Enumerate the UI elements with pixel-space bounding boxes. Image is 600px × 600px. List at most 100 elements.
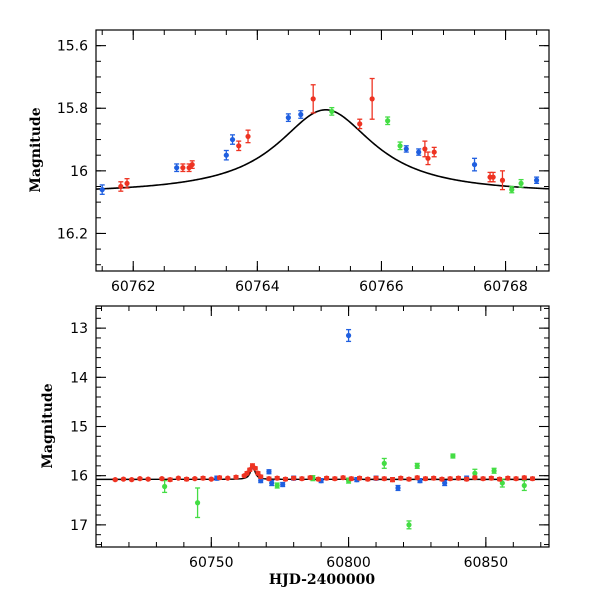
bottom-marker bbox=[395, 485, 401, 491]
bottom-data-point bbox=[258, 474, 264, 480]
bottom-data-point bbox=[464, 476, 470, 482]
top-data-point bbox=[422, 140, 428, 158]
bottom-x-tick-label: 60850 bbox=[464, 555, 509, 571]
bottom-data-point bbox=[194, 487, 201, 519]
bottom-marker bbox=[496, 476, 503, 482]
bottom-marker bbox=[252, 465, 258, 471]
top-marker bbox=[369, 96, 375, 102]
bottom-data-point bbox=[307, 475, 313, 481]
top-data-point bbox=[223, 149, 229, 161]
bottom-marker bbox=[381, 460, 387, 466]
bottom-marker bbox=[282, 476, 289, 482]
bottom-data-point bbox=[208, 476, 214, 482]
bottom-data-point bbox=[200, 475, 206, 481]
top-x-tick-label: 60768 bbox=[483, 279, 528, 295]
bottom-data-point bbox=[381, 457, 387, 469]
bottom-data-point bbox=[299, 476, 305, 482]
top-marker bbox=[509, 187, 515, 193]
top-panel-model-curve bbox=[96, 109, 549, 190]
bottom-y-tick-label: 17 bbox=[70, 518, 88, 534]
bottom-y-tick-label: 13 bbox=[70, 321, 88, 337]
top-data-point bbox=[425, 151, 431, 166]
bottom-marker bbox=[450, 453, 456, 459]
top-data-point bbox=[403, 145, 409, 153]
top-marker bbox=[403, 146, 409, 152]
bottom-marker bbox=[269, 480, 275, 486]
bottom-data-point bbox=[274, 475, 280, 481]
top-data-point bbox=[509, 185, 515, 194]
bottom-marker bbox=[406, 476, 412, 482]
bottom-marker bbox=[175, 475, 181, 481]
bottom-marker bbox=[521, 475, 527, 481]
bottom-data-point bbox=[269, 479, 275, 487]
bottom-data-point bbox=[315, 476, 321, 482]
bottom-data-point bbox=[450, 453, 456, 459]
top-data-point bbox=[245, 129, 251, 144]
top-marker bbox=[236, 143, 242, 149]
top-marker bbox=[174, 165, 180, 171]
bottom-data-point bbox=[513, 476, 519, 482]
top-marker bbox=[422, 146, 428, 152]
bottom-marker bbox=[324, 475, 330, 481]
bottom-data-point bbox=[324, 475, 330, 481]
bottom-data-point bbox=[422, 476, 429, 482]
bottom-marker bbox=[137, 476, 143, 482]
top-x-tick-label: 60766 bbox=[359, 279, 404, 295]
top-data-point bbox=[471, 157, 478, 172]
bottom-data-point bbox=[455, 475, 461, 481]
top-data-point bbox=[124, 178, 130, 189]
top-data-point bbox=[310, 84, 316, 114]
top-marker bbox=[285, 115, 291, 121]
top-data-point bbox=[385, 116, 391, 126]
bottom-panel-y-axis-title: Magnitude bbox=[40, 383, 56, 468]
top-data-point bbox=[499, 170, 506, 191]
bottom-data-point bbox=[356, 475, 363, 481]
bottom-y-tick-label: 14 bbox=[70, 370, 88, 386]
bottom-data-point bbox=[389, 477, 396, 483]
top-marker bbox=[245, 133, 251, 140]
top-data-point bbox=[533, 176, 540, 185]
bottom-data-point bbox=[505, 475, 511, 481]
top-marker bbox=[189, 161, 195, 168]
top-panel-x-tick-labels: 60762 60764 60766 60768 bbox=[111, 279, 528, 295]
bottom-marker bbox=[491, 468, 497, 474]
bottom-marker bbox=[247, 467, 253, 473]
bottom-panel-x-tick-labels: 60750 60800 60850 bbox=[189, 555, 508, 571]
bottom-data-point bbox=[480, 476, 486, 482]
top-panel-y-tick-labels: 15.6 15.8 16 16.2 bbox=[57, 39, 88, 243]
top-data-point bbox=[369, 77, 375, 120]
bottom-marker bbox=[162, 483, 168, 490]
bottom-data-point bbox=[373, 475, 379, 481]
bottom-data-point bbox=[414, 475, 420, 481]
bottom-marker bbox=[192, 476, 198, 482]
bottom-data-point bbox=[488, 475, 494, 481]
top-data-point bbox=[518, 178, 524, 188]
bottom-marker bbox=[216, 475, 223, 481]
top-y-tick-label: 16.2 bbox=[57, 226, 88, 242]
bottom-marker bbox=[200, 475, 206, 481]
bottom-data-point bbox=[233, 474, 239, 480]
bottom-marker bbox=[340, 475, 346, 481]
bottom-data-point bbox=[291, 475, 297, 481]
bottom-marker bbox=[225, 475, 231, 481]
top-data-point bbox=[236, 140, 242, 152]
top-marker bbox=[385, 118, 391, 124]
bottom-marker bbox=[439, 476, 445, 482]
bottom-marker bbox=[455, 475, 461, 481]
bottom-marker bbox=[112, 477, 118, 483]
top-y-tick-label: 15.6 bbox=[57, 39, 88, 55]
bottom-marker bbox=[381, 476, 387, 482]
bottom-marker bbox=[274, 475, 280, 481]
bottom-panel-plot-area bbox=[96, 328, 549, 530]
bottom-data-point bbox=[472, 475, 478, 481]
top-marker bbox=[397, 143, 403, 149]
top-data-point bbox=[490, 171, 496, 183]
bottom-data-point bbox=[225, 475, 231, 481]
bottom-marker bbox=[233, 474, 239, 480]
bottom-data-point bbox=[447, 476, 453, 482]
top-panel-data-points bbox=[99, 77, 540, 195]
bottom-data-point bbox=[491, 467, 497, 474]
top-data-point bbox=[329, 106, 335, 116]
bottom-data-point bbox=[280, 481, 286, 488]
